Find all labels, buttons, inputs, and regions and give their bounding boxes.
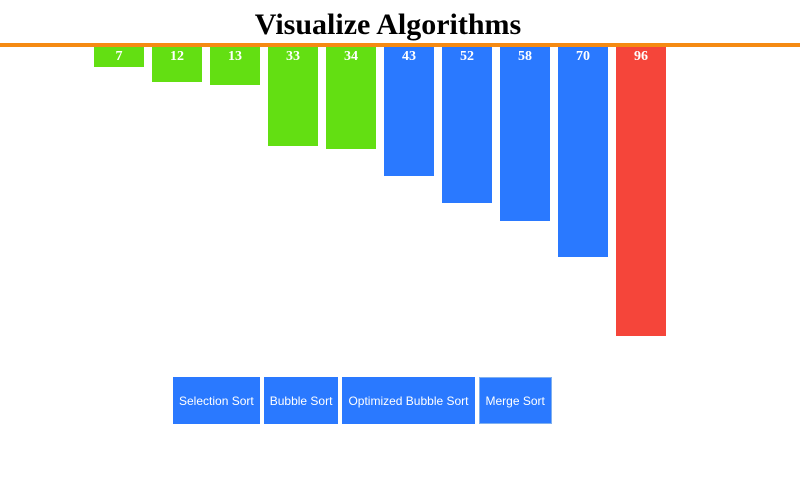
bar-value-label: 7 xyxy=(115,49,123,64)
page-title: Visualize Algorithms xyxy=(254,8,522,41)
algorithm-controls: Selection Sort Bubble Sort Optimized Bub… xyxy=(173,377,552,424)
selection-sort-button[interactable]: Selection Sort xyxy=(173,377,260,424)
bar-70: 70 xyxy=(558,47,608,257)
bar-value-label: 43 xyxy=(402,49,416,64)
bar-58: 58 xyxy=(500,47,550,221)
bar-value-label: 33 xyxy=(286,49,300,64)
bar-value-label: 96 xyxy=(634,49,648,64)
bar-96: 96 xyxy=(616,47,666,336)
bar-7: 7 xyxy=(94,47,144,67)
bar-43: 43 xyxy=(384,47,434,176)
bubble-sort-button[interactable]: Bubble Sort xyxy=(263,377,339,424)
bar-value-label: 58 xyxy=(518,49,532,64)
bar-value-label: 52 xyxy=(460,49,474,64)
merge-sort-button[interactable]: Merge Sort xyxy=(478,377,552,424)
optimized-bubble-sort-button[interactable]: Optimized Bubble Sort xyxy=(342,377,475,424)
bar-value-label: 34 xyxy=(344,49,358,64)
bar-visualizer: 7 12 13 33 34 43 52 58 70 96 xyxy=(0,47,800,347)
header-divider xyxy=(0,43,800,47)
bar-12: 12 xyxy=(152,47,202,82)
bar-value-label: 12 xyxy=(170,49,184,64)
bar-34: 34 xyxy=(326,47,376,149)
bar-value-label: 70 xyxy=(576,49,590,64)
bar-value-label: 13 xyxy=(228,49,242,64)
bar-13: 13 xyxy=(210,47,260,85)
bar-52: 52 xyxy=(442,47,492,203)
bar-33: 33 xyxy=(268,47,318,146)
